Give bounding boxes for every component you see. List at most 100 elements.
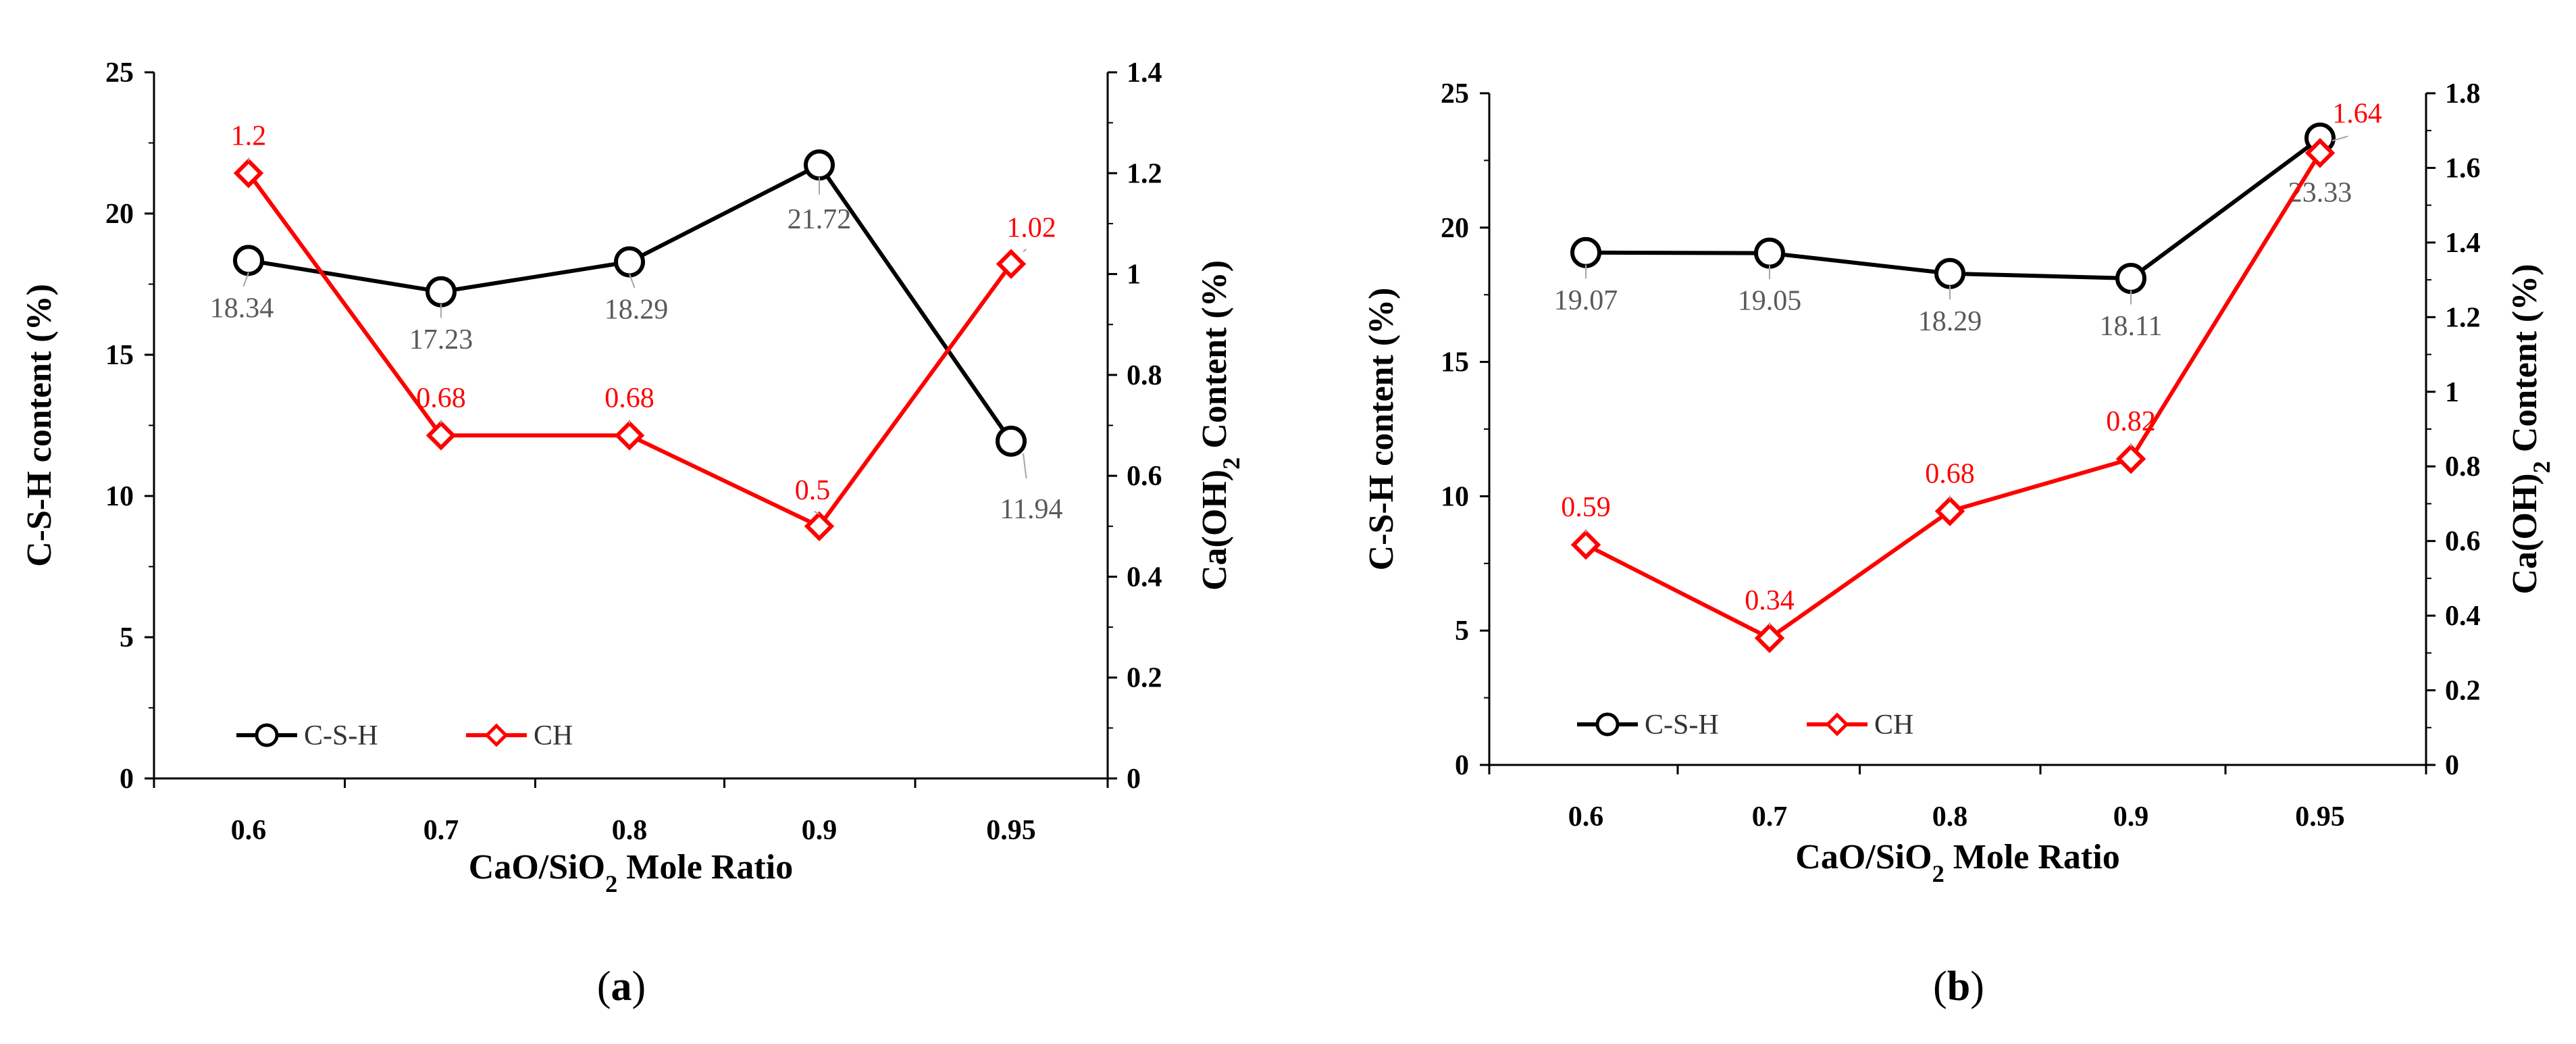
ch-point [233, 158, 264, 189]
data-label: 19.05 [1738, 286, 1802, 317]
legend-marker-ch [484, 723, 509, 747]
legend-label-ch: CH [534, 720, 573, 751]
legend-label-ch: CH [1874, 710, 1913, 741]
legend-marker-csh [1595, 712, 1620, 737]
y-tick-label: 10 [105, 481, 134, 512]
y2-tick-label: 1.2 [2445, 302, 2481, 333]
legend-marker-csh [255, 723, 279, 747]
leader-line [1023, 453, 1027, 479]
y2-tick-label: 0.4 [1127, 562, 1162, 593]
y-tick-label: 25 [1441, 78, 1469, 109]
y-tick-label: 5 [1455, 616, 1469, 647]
y2-tick-label: 0.8 [2445, 451, 2481, 482]
x-tick-label: 0.7 [1752, 801, 1788, 832]
legend: C-S-H CH [1577, 710, 1913, 741]
y2-tick-label: 1.6 [2445, 153, 2481, 184]
chart-panel-a: 0 5 10 15 20 25 0 0.2 0.4 0.6 0.8 1 1.2 1.4 0.6 0.7 0.8 0… [20, 57, 1245, 1010]
data-label: 0.68 [1925, 458, 1975, 489]
panel-label: (b) [1933, 964, 1984, 1010]
y-tick-label: 15 [1441, 347, 1469, 378]
y-tick-label: 25 [105, 57, 134, 89]
leader-line [629, 274, 636, 289]
y2-tick-label: 1.2 [1127, 158, 1162, 189]
y-tick-label: 10 [1441, 481, 1469, 512]
y-axis-title: C-S-H content (%) [1362, 288, 1401, 571]
y-tick-label: 15 [105, 340, 134, 371]
y2-tick-label: 1.8 [2445, 78, 2481, 109]
x-tick-label: 0.8 [1932, 801, 1968, 832]
y2-tick-label: 0 [2445, 750, 2459, 781]
data-label: 0.59 [1561, 492, 1611, 523]
data-label: 1.64 [2332, 98, 2382, 129]
x-tick-label: 0.95 [986, 815, 1036, 846]
csh-point [1934, 257, 1965, 289]
ch-point [1754, 623, 1785, 653]
chart-panel-b: 0 5 10 15 20 25 0 0.2 0.4 0.6 0.8 1 1.2 1.4 1.6 1.8 0.6 0… [1362, 78, 2555, 1010]
csh-point [233, 245, 264, 276]
y2-tick-label: 0.6 [1127, 461, 1162, 492]
y2-tick-label: 1 [1127, 259, 1141, 291]
ch-point [614, 420, 645, 451]
y-tick-label: 20 [105, 199, 134, 230]
x-tick-label: 0.8 [612, 815, 648, 846]
data-label: 17.23 [409, 324, 473, 355]
y-tick-label: 0 [1455, 750, 1469, 781]
data-label: 0.5 [795, 475, 831, 506]
legend-marker-ch [1825, 712, 1849, 737]
csh-point [804, 149, 835, 181]
data-label: 21.72 [788, 204, 852, 235]
legend: C-S-H CH [236, 720, 573, 751]
leader-line [1023, 248, 1027, 253]
y-tick-label: 20 [1441, 213, 1469, 244]
csh-point [614, 246, 645, 278]
y2-tick-label: 0.2 [1127, 663, 1162, 694]
x-tick-label: 0.95 [2295, 801, 2345, 832]
ch-point [2115, 443, 2146, 474]
csh-point [1570, 237, 1601, 268]
x-axis-title: CaO/SiO2 Mole Ratio [1795, 838, 2119, 887]
data-label: 18.29 [604, 294, 669, 325]
csh-point [996, 425, 1027, 457]
data-label: 1.02 [1006, 213, 1056, 244]
data-label: 18.11 [2100, 311, 2163, 342]
legend-label-csh: C-S-H [1645, 710, 1719, 741]
data-label: 1.2 [231, 120, 267, 151]
data-label: 11.94 [1000, 494, 1063, 525]
data-label: 18.34 [210, 293, 274, 324]
ch-point [996, 249, 1027, 279]
series-line-ch [247, 172, 1013, 528]
leader-line [242, 272, 249, 287]
x-axis-title: CaO/SiO2 Mole Ratio [469, 848, 793, 897]
x-tick-label: 0.6 [231, 815, 267, 846]
y2-tick-label: 1 [2445, 377, 2459, 408]
csh-point [1754, 237, 1785, 269]
y-tick-label: 5 [120, 622, 134, 653]
ch-point [804, 511, 835, 542]
legend-label-csh: C-S-H [304, 720, 378, 751]
ch-point [1934, 496, 1965, 526]
leader-line [2332, 135, 2348, 142]
y2-tick-label: 0.2 [2445, 676, 2481, 707]
y2-tick-label: 0.4 [2445, 601, 2481, 632]
y2-tick-label: 0.6 [2445, 526, 2481, 557]
series-line-c-s-h [1585, 136, 2321, 280]
x-tick-label: 0.9 [802, 815, 838, 846]
y-axis-title: C-S-H content (%) [20, 284, 59, 567]
x-tick-label: 0.6 [1568, 801, 1604, 832]
data-label: 18.29 [1918, 306, 1982, 337]
csh-point [426, 276, 457, 307]
data-label: 23.33 [2288, 177, 2352, 208]
x-tick-label: 0.7 [423, 815, 459, 846]
y2-tick-label: 1.4 [2445, 228, 2481, 259]
y2-axis-title: Ca(OH)2 Content (%) [1195, 260, 1245, 591]
series-line-ch [1585, 151, 2322, 641]
leader-line [814, 510, 820, 515]
y2-axis-title: Ca(OH)2 Content (%) [2506, 264, 2555, 594]
data-label: 0.34 [1745, 585, 1795, 616]
ch-point [426, 420, 457, 451]
data-label: 0.68 [416, 382, 466, 414]
x-tick-label: 0.9 [2113, 801, 2149, 832]
y2-tick-label: 0.8 [1127, 360, 1162, 391]
data-label: 0.68 [604, 382, 654, 414]
